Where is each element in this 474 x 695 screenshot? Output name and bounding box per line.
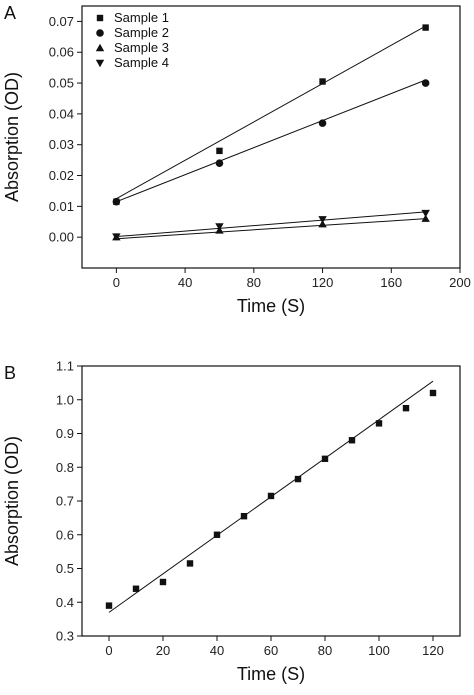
x-tick-label: 0	[105, 643, 112, 658]
x-axis-title: Time (S)	[237, 664, 305, 684]
y-tick-label: 0.3	[56, 629, 74, 644]
y-tick-label: 0.03	[49, 137, 74, 152]
legend-marker	[96, 29, 104, 37]
x-tick-label: 120	[422, 643, 444, 658]
data-point	[159, 578, 167, 586]
x-tick-label: 160	[380, 275, 402, 290]
y-tick-label: 0.07	[49, 14, 74, 29]
panel-a: 0 40 80 120 160 200 0.00 0.01 0.02 0.03 0.04 0.05 0.…	[2, 3, 471, 316]
y-axis-title: Absorption (OD)	[2, 436, 22, 566]
data-point	[318, 220, 327, 228]
x-tick-label: 60	[264, 643, 278, 658]
legend-label: Sample 3	[114, 40, 169, 55]
data-point	[267, 492, 275, 500]
data-point	[318, 119, 327, 127]
legend-marker	[95, 59, 105, 68]
data-point	[375, 420, 383, 427]
data-point	[105, 602, 113, 609]
x-tick-label: 20	[156, 643, 170, 658]
y-tick-label: 0.9	[56, 426, 74, 441]
y-tick-label: 0.02	[49, 168, 74, 183]
fit-line	[116, 79, 426, 203]
y-tick-label: 1.0	[56, 392, 74, 407]
data-point	[321, 455, 329, 463]
data-point	[213, 531, 221, 538]
y-tick-label: 0.8	[56, 460, 74, 475]
data-point	[186, 560, 194, 567]
legend-label: Sample 1	[114, 10, 169, 25]
y-tick-label: 0.5	[56, 561, 74, 576]
y-axis-title: Absorption (OD)	[2, 72, 22, 202]
legend-marker	[96, 14, 104, 22]
x-tick-label: 80	[318, 643, 332, 658]
data-point	[348, 437, 356, 444]
x-tick-label: 100	[368, 643, 390, 658]
data-point	[294, 475, 302, 483]
data-point	[421, 79, 430, 87]
data-point	[215, 159, 224, 167]
y-tick-label: 0.06	[49, 45, 74, 60]
data-point	[318, 216, 327, 224]
y-tick-label: 0.05	[49, 76, 74, 91]
legend-label: Sample 4	[114, 55, 169, 70]
x-tick-label: 40	[178, 275, 192, 290]
plot-frame	[81, 5, 461, 269]
fit-line	[116, 211, 426, 238]
data-point	[429, 389, 437, 397]
y-tick-label: 1.1	[56, 359, 74, 374]
legend-label: Sample 2	[114, 25, 169, 40]
panel-b: 0 20 40 60 80 100 120 0.3 0.4 0.5 0.6 0.7 0.8 0.9 1.0 1…	[2, 359, 461, 684]
data-point	[132, 585, 140, 592]
fit-line	[116, 218, 426, 240]
y-tick-label: 0.7	[56, 494, 74, 509]
data-point	[215, 223, 224, 231]
data-point	[216, 147, 223, 155]
x-tick-label: 40	[210, 643, 224, 658]
panel-label: A	[4, 3, 16, 23]
fit-line	[116, 25, 426, 200]
x-axis-title: Time (S)	[237, 296, 305, 316]
x-tick-label: 80	[247, 275, 261, 290]
y-tick-label: 0.00	[49, 230, 74, 245]
y-tick-label: 0.01	[49, 199, 74, 214]
data-point	[421, 209, 430, 218]
panel-label: B	[4, 363, 16, 383]
data-point	[319, 78, 326, 85]
data-point	[402, 404, 410, 412]
data-point	[112, 233, 121, 241]
x-tick-label: 200	[449, 275, 471, 290]
data-point	[422, 24, 429, 31]
y-tick-label: 0.6	[56, 527, 74, 542]
y-tick-label: 0.4	[56, 595, 74, 610]
x-tick-label: 120	[312, 275, 334, 290]
y-tick-label: 0.04	[49, 106, 74, 121]
legend-marker	[95, 43, 105, 52]
data-point	[421, 214, 430, 222]
data-point	[112, 197, 121, 206]
data-point	[240, 512, 248, 520]
x-tick-label: 0	[113, 275, 120, 290]
